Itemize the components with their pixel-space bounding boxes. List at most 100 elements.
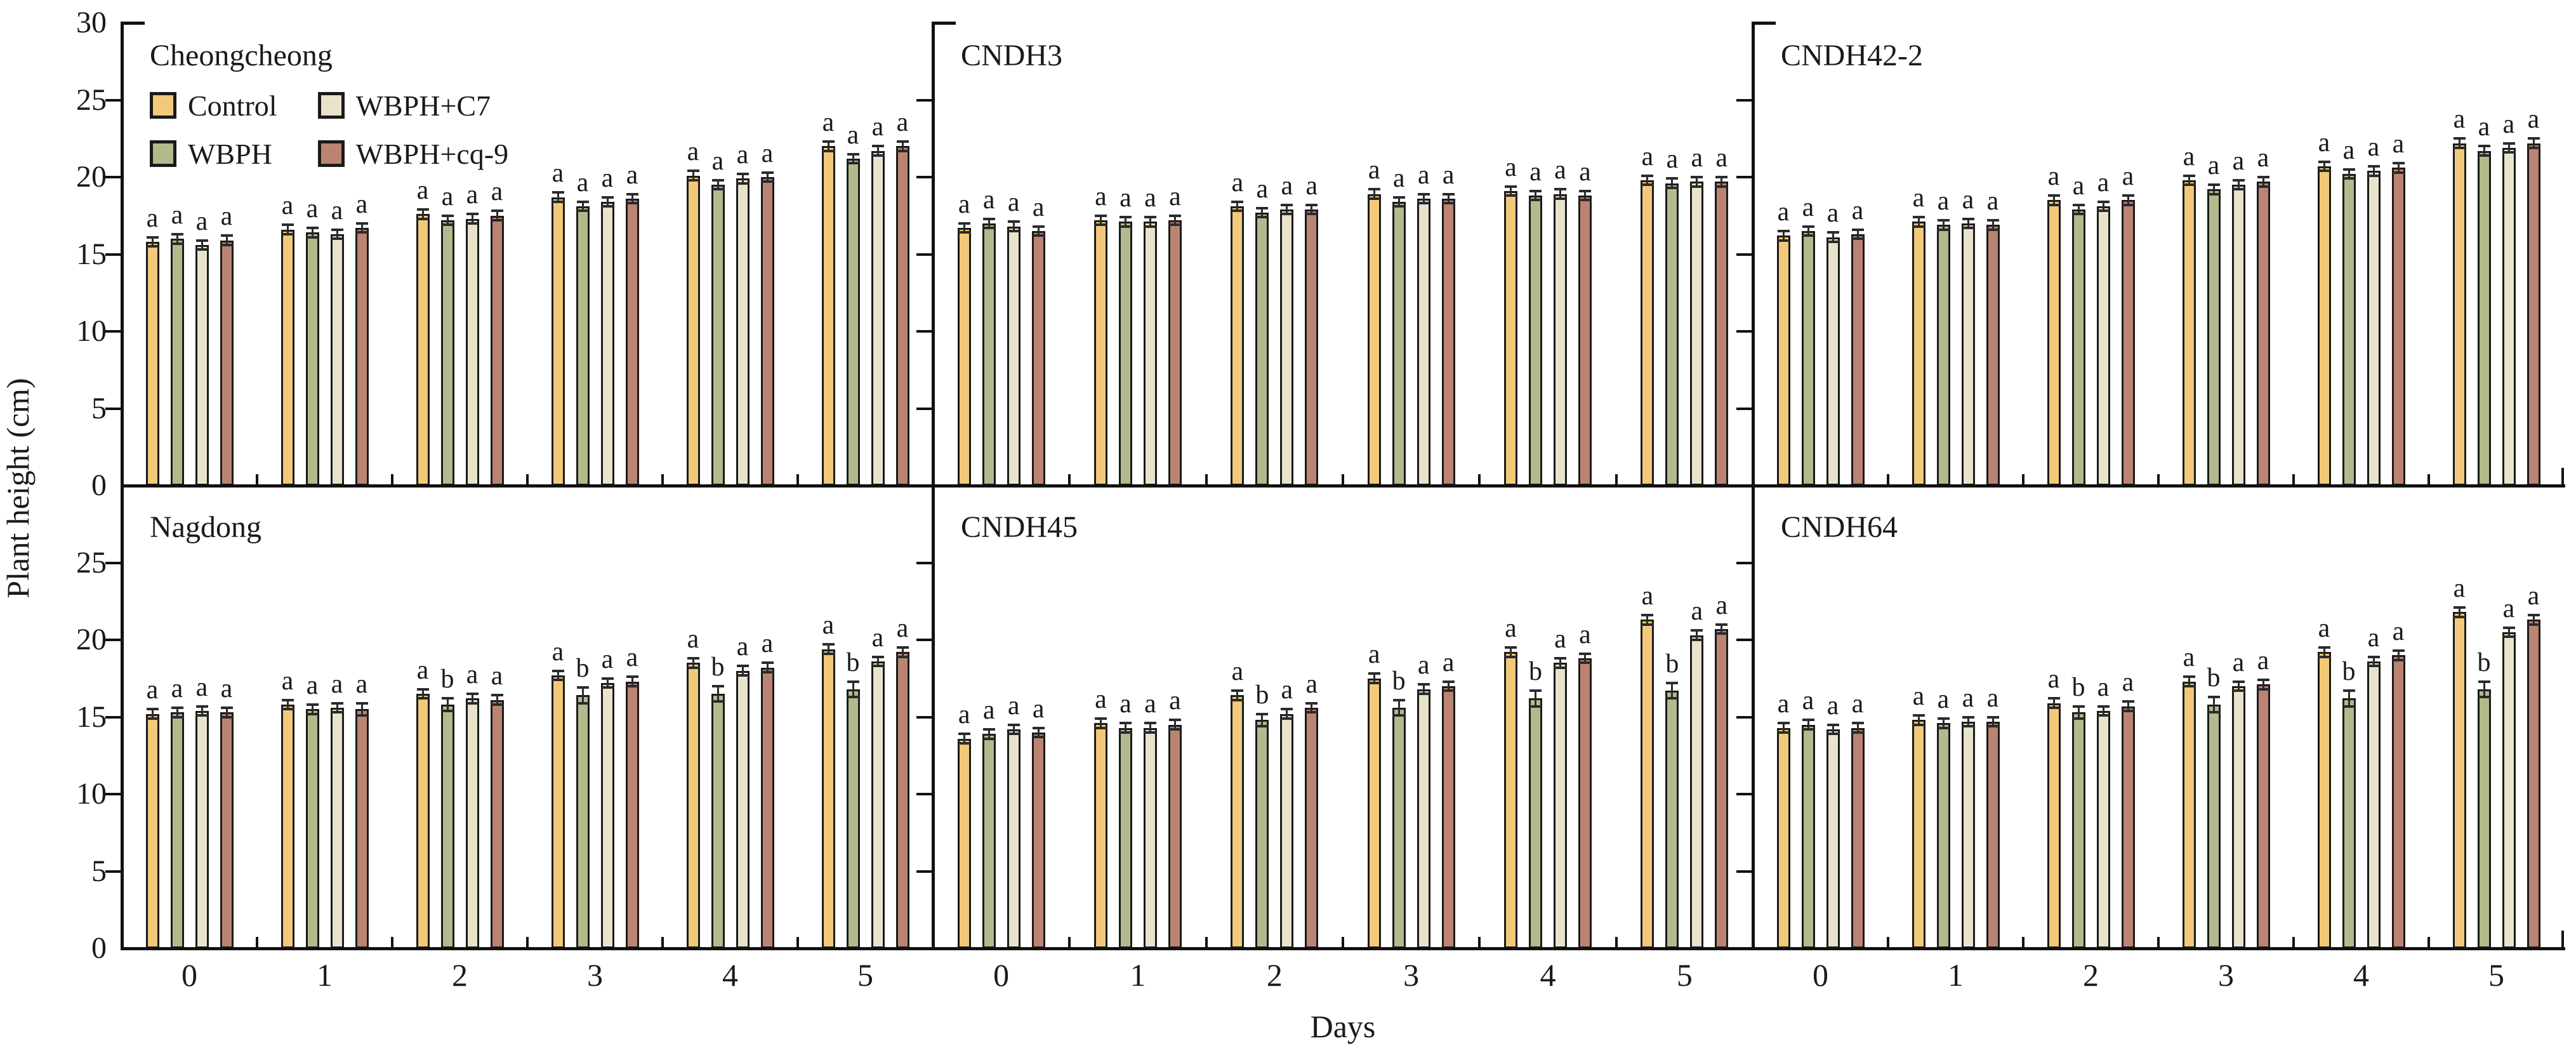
error-bar [1535, 691, 1536, 707]
y-tick-label-bottom: 5 [91, 854, 107, 888]
error-bar-cap-top [1641, 614, 1654, 617]
sig-letter: a [761, 629, 774, 659]
error-bar [2483, 681, 2485, 697]
error-bar-cap-top [1169, 214, 1181, 217]
sig-letter: a [2502, 594, 2515, 623]
error-bar [1125, 723, 1126, 733]
error-bar-cap-top [2122, 700, 2134, 703]
error-bar-cap-top [220, 234, 233, 237]
sig-letter: a [982, 695, 995, 725]
error-bar-cap-top [711, 178, 724, 182]
bar-WBPH+C7-day5 [871, 661, 885, 948]
error-bar [1584, 190, 1586, 201]
sig-letter: a [1144, 689, 1156, 719]
error-bar-cap-top [281, 223, 294, 227]
error-bar-cap-top [2257, 176, 2269, 178]
sig-letter: a [1169, 182, 1181, 211]
sig-letter: b [2071, 672, 2085, 702]
sig-letter: a [2342, 135, 2355, 165]
error-bar-cap-top [2097, 200, 2110, 203]
bar-WBPH+C7-day3 [600, 683, 614, 948]
error-bar [1149, 217, 1151, 227]
bar-WBPH+C7-day4 [736, 670, 750, 948]
bar-WBPH+C7-day3 [600, 201, 614, 486]
bar-Control-day5 [2452, 612, 2466, 948]
sig-letter: a [1554, 625, 1566, 654]
sig-letter: a [491, 661, 503, 691]
error-bar-cap-top [2392, 162, 2405, 165]
sig-letter: b [711, 652, 725, 682]
sig-letter: a [1442, 160, 1455, 190]
group-divider-tick [1615, 937, 1618, 948]
x-tick-label: 1 [1130, 957, 1146, 993]
bar-WBPH-day0 [170, 712, 184, 948]
panel-title: CNDH3 [961, 39, 1063, 72]
error-bar-cap-bottom [1937, 726, 1950, 729]
bar-WBPH+C7-day1 [1144, 727, 1157, 948]
bar-WBPH+cq-9-day3 [1441, 686, 1455, 948]
bar-WBPH+C7-day1 [1144, 222, 1157, 486]
sig-letter: a [2527, 105, 2540, 135]
sig-letter: a [2097, 168, 2110, 197]
y-tick [1736, 639, 1753, 641]
group-divider-tick [2427, 474, 2430, 486]
error-bar [692, 171, 694, 180]
error-bar-cap-top [1554, 657, 1566, 660]
x-axis-end-tick [2561, 931, 2564, 948]
error-bar-cap-top [1715, 623, 1728, 626]
group-divider-tick [2292, 937, 2295, 948]
y-tick [105, 715, 122, 719]
group-divider-tick [796, 474, 799, 486]
legend-item-WBPH+C7: WBPH+C7 [317, 81, 509, 129]
error-bar-cap-bottom [1256, 216, 1269, 219]
error-bar-cap-bottom [2097, 714, 2110, 717]
bar-Control-day5 [821, 146, 835, 486]
error-bar [1447, 194, 1450, 204]
bar-WBPH-day4 [2342, 174, 2356, 486]
sig-letter: a [1851, 196, 1864, 225]
bar-WBPH-day0 [170, 239, 184, 486]
error-bar-cap-top [871, 655, 884, 658]
error-bar [1261, 713, 1264, 727]
error-bar-cap-bottom [2318, 655, 2330, 658]
error-bar [2102, 706, 2104, 716]
bar-Control-day0 [1776, 236, 1790, 486]
error-bar [1696, 630, 1698, 640]
bar-WBPH+C7-day0 [1826, 729, 1840, 948]
bar-WBPH-day2 [440, 220, 454, 486]
bar-Control-day2 [416, 214, 430, 486]
error-bar-cap-top [1554, 188, 1566, 191]
group-divider-tick [2427, 937, 2430, 948]
sig-letter: a [331, 196, 343, 225]
sig-letter: a [1120, 689, 1132, 719]
sig-letter: a [1231, 657, 1244, 687]
bar-WBPH-day2 [1255, 720, 1269, 948]
error-bar [2348, 169, 2350, 179]
error-bar [1373, 673, 1375, 684]
bar-Control-day4 [686, 175, 700, 486]
error-bar [1535, 190, 1536, 201]
sig-letter: a [1962, 185, 1974, 215]
error-bar-cap-bottom [958, 741, 970, 745]
bar-WBPH+C7-day3 [1417, 199, 1430, 486]
bar-Control-day2 [2047, 703, 2061, 948]
group-divider-tick [1478, 937, 1481, 948]
error-bar-cap-top [2232, 178, 2245, 182]
sig-letter: a [491, 177, 503, 207]
sig-letter: a [1529, 157, 1542, 187]
error-bar-cap-bottom [2232, 188, 2245, 191]
error-bar [151, 709, 154, 719]
group-divider-tick [1342, 474, 1344, 486]
error-bar [2458, 607, 2460, 617]
x-tick-label: 3 [2218, 957, 2234, 993]
sig-letter: a [552, 159, 564, 189]
sig-letter: a [1095, 182, 1107, 211]
error-bar-cap-top [2453, 606, 2466, 609]
sig-letter: a [736, 140, 749, 170]
error-bar [336, 229, 338, 239]
error-bar [2397, 163, 2400, 173]
error-bar-cap-bottom [195, 248, 208, 251]
error-bar-cap-bottom [1368, 197, 1380, 201]
bar-WBPH-day1 [1119, 222, 1132, 486]
bar-WBPH+cq-9-day5 [895, 146, 909, 486]
